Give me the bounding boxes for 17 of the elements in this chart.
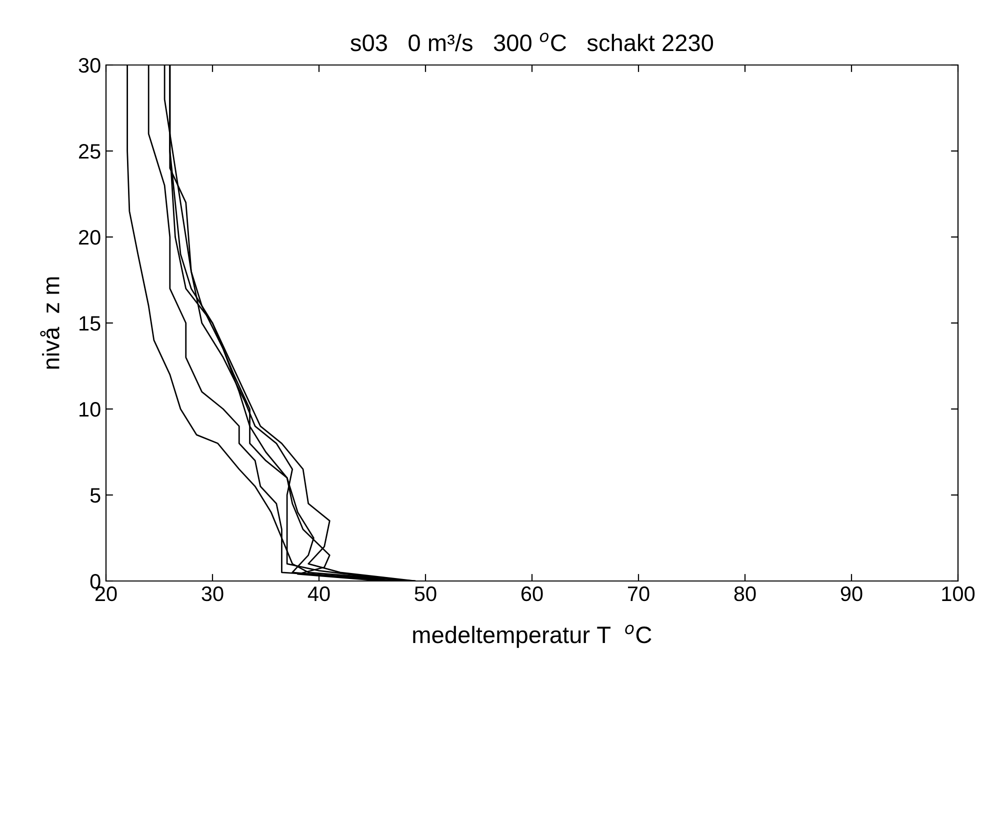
y-tick-label: 10 <box>80 402 100 417</box>
x-axis-title: medeltemperatur T $^{o}$C <box>413 624 652 648</box>
x-tick-label: 90 <box>840 586 862 602</box>
chart-title: s03 0 m³/s 300 $^{o}$C schakt 2230 <box>350 32 714 52</box>
x-tick-label: 60 <box>521 586 543 602</box>
y-tick-label: 30 <box>78 58 100 73</box>
y-tick-label: 5 <box>90 488 100 503</box>
x-tick-label: 30 <box>202 586 224 602</box>
x-tick-label: 100 <box>942 586 975 602</box>
y-tick-label: 25 <box>79 144 100 159</box>
y-tick-label: 20 <box>79 230 100 245</box>
y-axis-title: nivå z m <box>40 277 60 369</box>
x-tick-label: 80 <box>734 586 756 602</box>
y-tick-label: 15 <box>80 316 100 331</box>
x-tick-label: 70 <box>628 586 650 602</box>
x-tick-label: 40 <box>308 586 330 602</box>
x-tick-label: 50 <box>414 586 436 602</box>
